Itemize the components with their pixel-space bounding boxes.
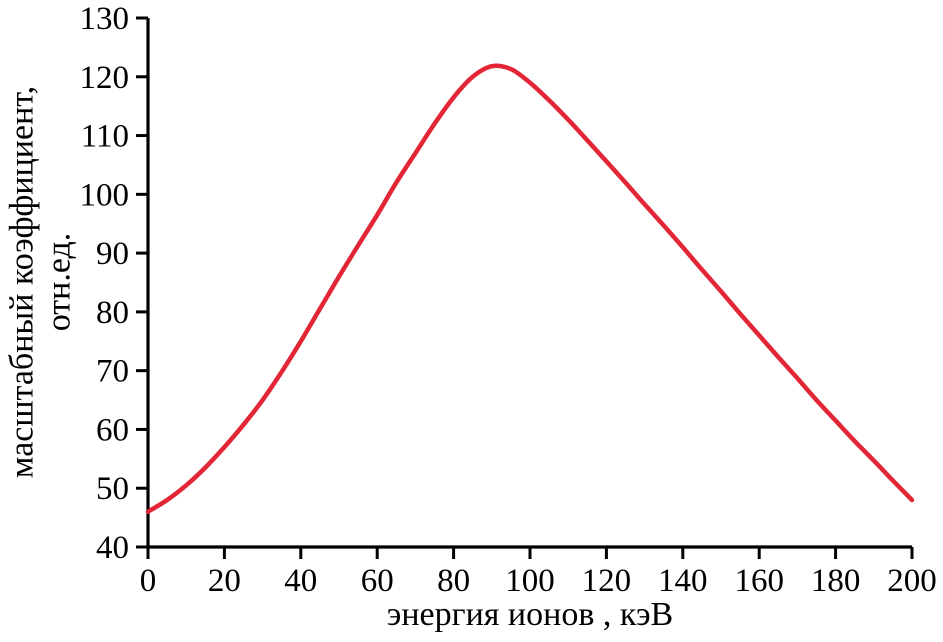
axes [146,18,912,549]
y-tick-label: 120 [80,60,130,96]
x-tick-label: 80 [437,563,470,599]
x-tick-label: 0 [140,563,157,599]
x-tick-label: 40 [284,563,317,599]
x-tick-label: 200 [887,563,937,599]
x-tick-label: 160 [734,563,784,599]
y-tick-label: 80 [96,295,129,331]
y-tick-label: 90 [96,236,129,272]
y-tick-label: 130 [80,1,130,37]
y-tick-label: 100 [80,177,130,213]
y-axis-title-line2: отн.ед. [40,232,77,332]
x-axis-title: энергия ионов , кэВ [386,596,674,633]
y-tick-label: 60 [96,412,129,448]
x-tick-label: 20 [208,563,241,599]
y-axis-title: масштабный коэффициент, отн.ед. [3,85,77,479]
x-tick-label: 60 [361,563,394,599]
y-tick-label: 70 [96,354,129,390]
y-tick-label: 40 [96,530,129,566]
y-tick-label: 110 [81,119,129,155]
x-tick-label: 100 [505,563,555,599]
y-axis-title-line1: масштабный коэффициент, [3,85,41,479]
y-tick-label: 50 [96,471,129,507]
x-tick-label: 140 [658,563,708,599]
x-tick-label: 120 [582,563,632,599]
x-tick-label: 180 [811,563,861,599]
data-curve [145,63,915,514]
